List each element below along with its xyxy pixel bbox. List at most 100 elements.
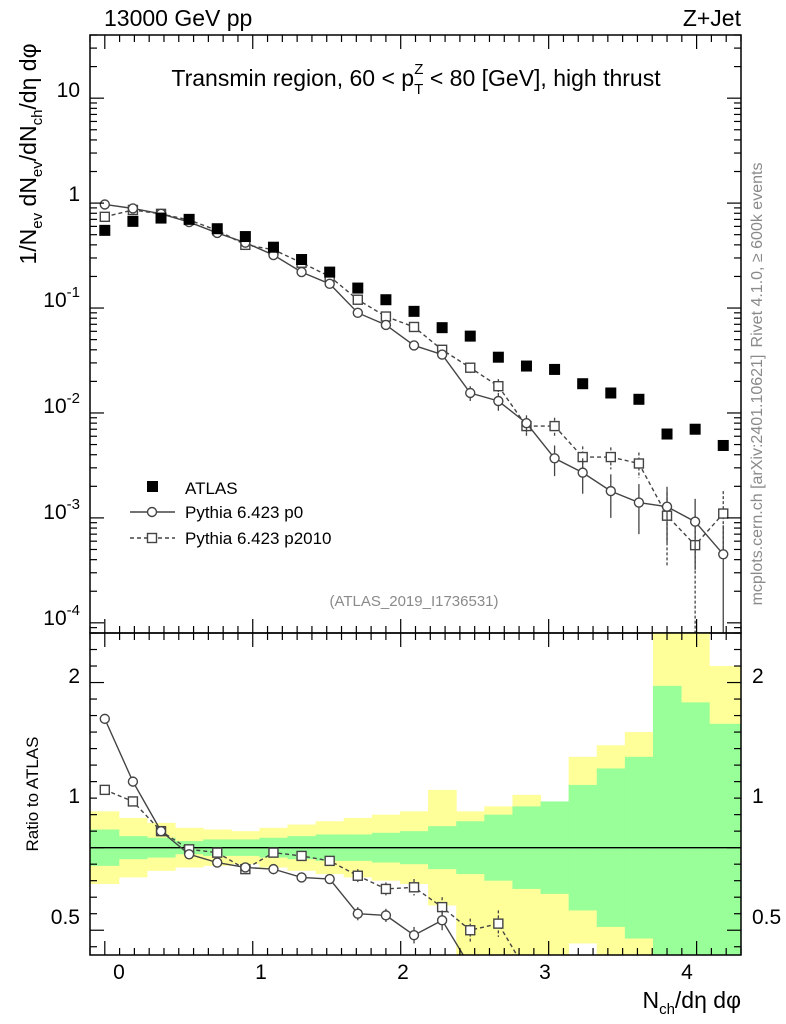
xl-a: N <box>642 987 659 1013</box>
p0-point <box>324 278 335 290</box>
atlas-point <box>380 294 392 306</box>
ytick-base-1e-2: 10 <box>43 395 66 418</box>
p0-point <box>633 497 645 508</box>
atlas-point <box>211 223 223 235</box>
ratio-p2010-point <box>436 901 448 913</box>
atlas-point <box>155 212 167 224</box>
atlas-point <box>324 266 336 278</box>
rivet-label: Rivet 4.1.0, ≥ 600k events <box>749 163 766 348</box>
atlas-point <box>267 241 279 253</box>
xl-b: /dη dφ <box>675 987 741 1013</box>
ratio-p0-point <box>240 862 251 873</box>
ytick-base-1e-4: 10 <box>43 607 66 630</box>
legend-marker-atlas <box>147 481 158 492</box>
p0-point <box>493 395 504 407</box>
atlas-point <box>464 330 476 342</box>
ratio-p2010-point <box>408 882 420 893</box>
ratio-p0-point <box>324 873 335 885</box>
ytick-label-1e-2: 10-2 <box>43 390 80 418</box>
ratio-p2010-point <box>99 784 110 796</box>
atlas-point <box>408 305 420 317</box>
ytick-exp-1e-2: -2 <box>67 390 80 407</box>
title-pre: Transmin region, 60 < p <box>171 65 414 91</box>
ytick-base-1e-1: 10 <box>43 289 66 312</box>
xtick-label-1: 1 <box>255 961 267 984</box>
ratio-p2010-point <box>493 918 504 929</box>
stat-band-bin <box>652 685 682 955</box>
atlas-point <box>605 387 617 399</box>
main-panel: Transmin region, 60 < pTZ < 80 [GeV], hi… <box>15 34 742 634</box>
ratio-ytick-2-right: 2 <box>752 665 764 688</box>
atlas-point <box>296 254 308 266</box>
ratio-p0-point <box>127 776 139 787</box>
xtick-label-4: 4 <box>681 961 693 984</box>
ratio-p2010-line <box>104 789 518 955</box>
atlas-point <box>717 439 729 451</box>
p2010-point <box>352 294 363 305</box>
p0-point <box>408 340 420 351</box>
ratio-ytick-0-5-right: 0.5 <box>752 906 781 929</box>
ratio-ytick-1-right: 1 <box>752 785 764 808</box>
p2010-point <box>465 362 476 373</box>
yl-ev1: ev <box>29 212 46 228</box>
p0-point <box>718 549 729 560</box>
mcplots-label: mcplots.cern.ch [arXiv:2401.10621] <box>749 355 766 606</box>
atlas-point <box>352 282 364 294</box>
p0-point <box>296 266 307 278</box>
p0-point <box>549 453 560 464</box>
p0-point <box>380 319 392 331</box>
ratio-p0-line <box>104 718 465 955</box>
ratio-p0-point <box>436 915 448 926</box>
p0-line <box>104 203 724 555</box>
main-ticks <box>89 34 742 634</box>
p2010-point <box>99 211 110 223</box>
p2010-point <box>408 321 420 333</box>
ratio-p0-point <box>183 849 195 860</box>
ytick-exp-1e-1: -1 <box>67 284 80 301</box>
yl-a: 1/N <box>15 229 41 265</box>
main-ytick-labels: 10 1 10-1 10-2 10-3 10-4 <box>43 79 80 630</box>
title-sub: T <box>414 81 423 98</box>
atlas-point <box>549 363 561 375</box>
ytick-exp-1e-4: -4 <box>67 602 80 619</box>
ratio-p0-point <box>268 863 279 875</box>
legend-label-p0: Pythia 6.423 p0 <box>185 503 303 522</box>
header-left: 13000 GeV pp <box>104 5 252 31</box>
ytick-label-1e-3: 10-3 <box>43 496 80 524</box>
stat-band-bin <box>681 702 710 955</box>
p2010-point <box>493 380 504 392</box>
ratio-p2010-point <box>380 883 392 895</box>
stat-band-bin <box>709 723 741 955</box>
atlas-point <box>661 428 673 440</box>
atlas-point <box>127 215 139 227</box>
xl-ch: ch <box>659 1001 675 1018</box>
ratio-ytick-0-5: 0.5 <box>51 906 80 929</box>
atlas-point <box>183 213 195 225</box>
main-ylabel: 1/Nev dNev/dNch/dη dφ <box>15 44 46 265</box>
title-post: < 80 [GeV], high thrust <box>423 65 661 91</box>
p0-point <box>605 485 616 497</box>
p2010-point <box>633 458 645 469</box>
p2010-point <box>605 451 616 463</box>
ytick-label-1e-1: 10-1 <box>43 284 80 312</box>
ratio-p2010-point <box>127 796 139 807</box>
ytick-base-1e-3: 10 <box>43 501 66 524</box>
legend-marker-p2010 <box>146 532 158 544</box>
ytick-label-1e-4: 10-4 <box>43 602 80 630</box>
yl-c: /dN <box>15 125 41 161</box>
xtick-label-3: 3 <box>539 961 551 984</box>
atlas-point <box>492 351 504 363</box>
yl-b: dN <box>15 177 41 213</box>
ratio-p2010-point <box>324 855 335 867</box>
ratio-ytick-labels-left: 2 1 0.5 <box>51 665 80 929</box>
ratio-p2010-point <box>268 847 279 858</box>
p0-point <box>127 203 139 214</box>
p2010-point <box>718 508 729 519</box>
legend-label-atlas: ATLAS <box>185 479 238 498</box>
ratio-p2010-point <box>352 870 363 881</box>
xtick-label-2: 2 <box>397 961 409 984</box>
p0-point <box>352 307 363 319</box>
ratio-p0-point <box>352 908 363 919</box>
atlas-point <box>577 378 589 390</box>
